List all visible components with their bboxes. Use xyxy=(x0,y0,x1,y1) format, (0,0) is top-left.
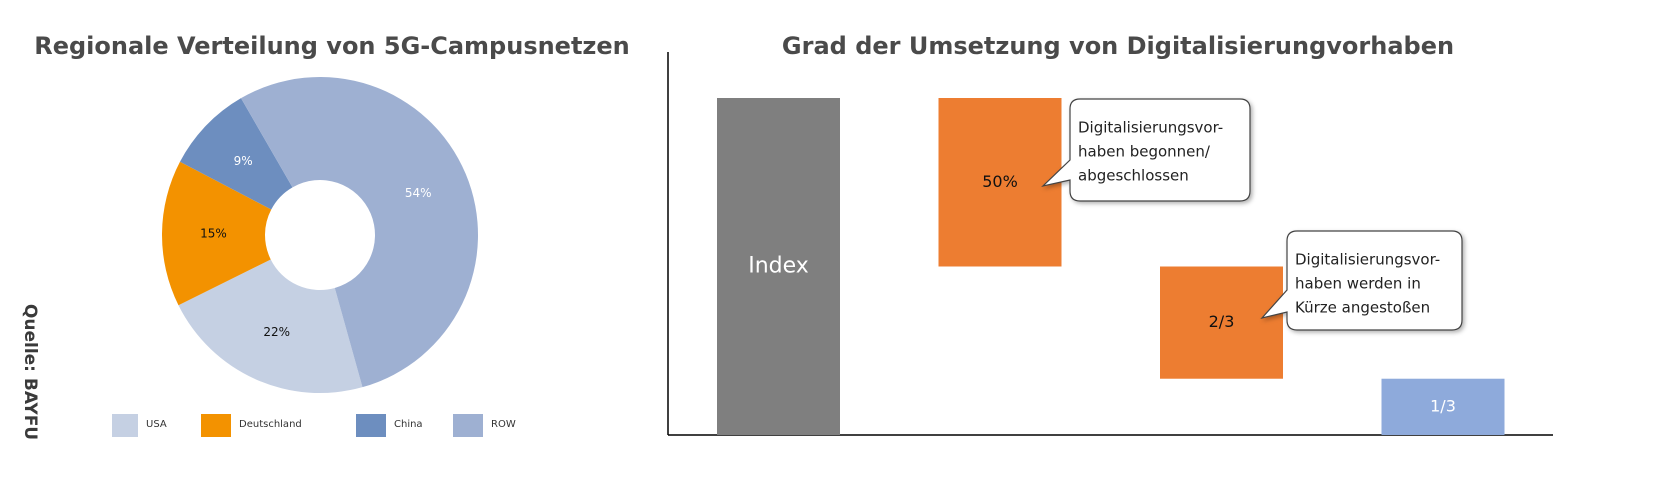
callout-text: haben begonnen/ xyxy=(1078,143,1211,161)
bar xyxy=(1381,378,1505,435)
legend-swatch xyxy=(453,414,483,437)
legend-swatch xyxy=(112,414,138,437)
data-label: 50% xyxy=(982,172,1018,191)
donut-slice xyxy=(179,98,293,210)
bar xyxy=(717,98,840,435)
waterfall-title: Grad der Umsetzung von Digitalisierungvo… xyxy=(782,32,1454,60)
data-label: 1/3 xyxy=(1430,396,1456,415)
callout-text: Digitalisierungsvor- xyxy=(1295,251,1440,269)
donut-slice xyxy=(178,259,363,393)
legend-label: USA xyxy=(146,419,167,430)
data-label: 22% xyxy=(263,325,290,339)
donut-slice xyxy=(162,161,272,306)
legend-swatch xyxy=(201,414,231,437)
data-label: 2/3 xyxy=(1209,312,1235,331)
callout xyxy=(1260,230,1463,331)
legend-swatch xyxy=(356,414,386,437)
data-label: Index xyxy=(748,254,809,279)
bar xyxy=(1160,266,1283,379)
donut-title: Regionale Verteilung von 5G-Campusnetzen xyxy=(34,32,630,60)
source: Quelle: BAYFU xyxy=(20,304,40,440)
callout-text: abgeschlossen xyxy=(1078,167,1189,185)
callout-text: haben werden in xyxy=(1295,275,1421,293)
legend-label: China xyxy=(394,419,423,430)
data-label: 15% xyxy=(200,226,227,240)
callout xyxy=(1041,98,1251,202)
data-label: 9% xyxy=(234,154,253,168)
callout-text: Digitalisierungsvor- xyxy=(1078,119,1223,137)
callout-text: Kürze angestoßen xyxy=(1295,299,1430,317)
legend-label: ROW xyxy=(491,419,516,430)
bar xyxy=(938,98,1062,267)
legend-label: Deutschland xyxy=(239,419,302,430)
data-label: 54% xyxy=(405,186,432,200)
donut-slice xyxy=(241,76,479,388)
